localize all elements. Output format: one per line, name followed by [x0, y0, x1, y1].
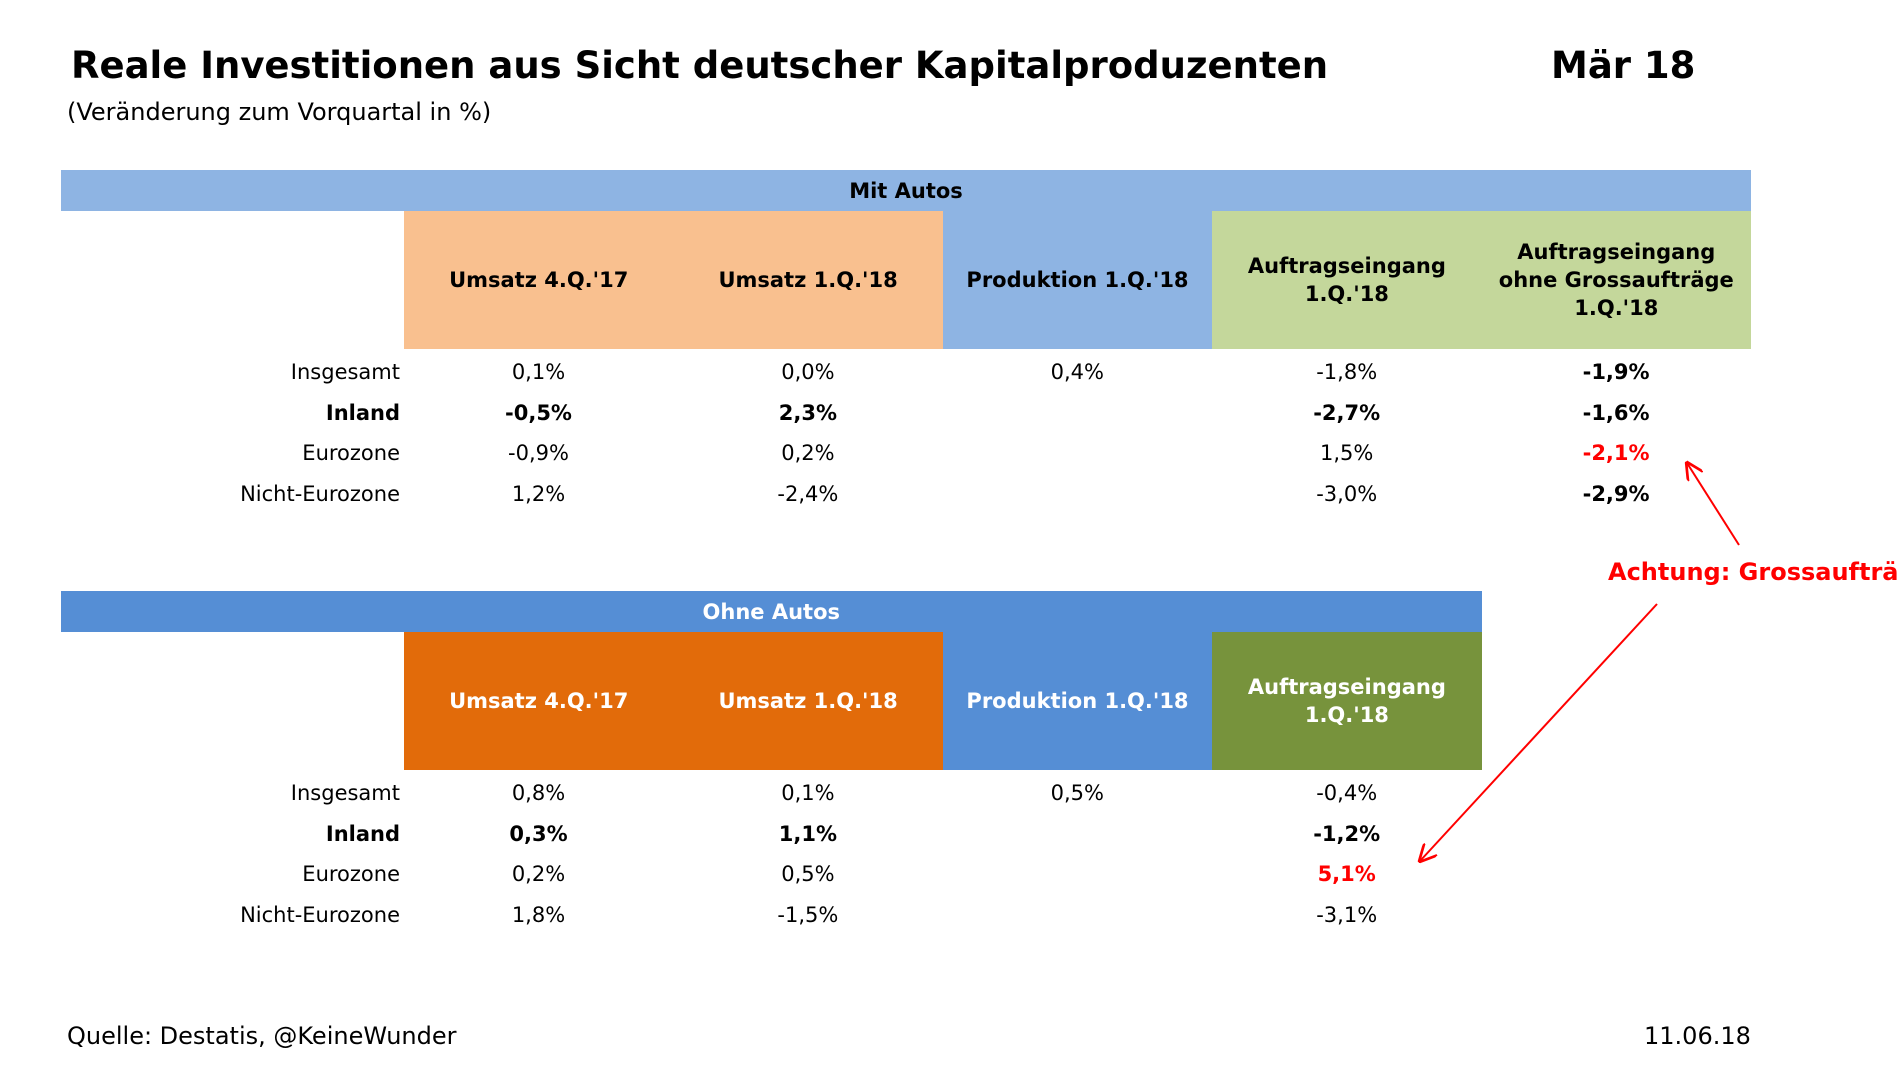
row-label: Insgesamt [290, 360, 400, 384]
cell: -2,9% [1582, 481, 1650, 506]
date: Mär 18 [1551, 44, 1696, 87]
table-title: Ohne Autos [61, 591, 1482, 632]
cell: 0,2% [511, 862, 566, 886]
column-header: Umsatz 1.Q.'18 [673, 211, 943, 349]
column-header: Produktion 1.Q.'18 [942, 211, 1213, 349]
cell: -0,4% [1316, 781, 1378, 805]
column-header: Auftragseingang ohne Grossaufträge 1.Q.'… [1481, 211, 1751, 349]
row-label: Nicht-Eurozone [240, 902, 400, 927]
cell: 0,5% [781, 862, 835, 886]
cell: -0,5% [505, 400, 572, 425]
column-header: Umsatz 4.Q.'17 [404, 632, 674, 770]
arrow [1420, 603, 1658, 861]
source: Quelle: Destatis, @KeineWunder [67, 1022, 457, 1050]
cell: -2,1% [1582, 441, 1650, 465]
cell: -0,9% [508, 441, 569, 465]
row-label: Inland [325, 821, 400, 846]
cell: -3,0% [1316, 481, 1378, 506]
cell: -1,6% [1582, 400, 1650, 425]
cell: -1,2% [1313, 821, 1381, 846]
cell: 0,3% [509, 821, 568, 846]
row-label: Eurozone [302, 441, 400, 465]
cell: 1,2% [511, 481, 566, 506]
cell: -1,5% [777, 902, 839, 927]
column-header: Umsatz 4.Q.'17 [404, 211, 674, 349]
footer-date: 11.06.18 [1644, 1022, 1751, 1050]
cell: 0,5% [1050, 781, 1104, 805]
title: Reale Investitionen aus Sicht deutscher … [71, 44, 1329, 87]
row-label: Inland [325, 400, 400, 425]
cell: 0,1% [511, 360, 566, 384]
cell: 0,8% [511, 781, 566, 805]
annotation: Achtung: Grossaufträge! [1608, 558, 1898, 586]
cell: -1,9% [1582, 360, 1650, 384]
row-label: Eurozone [302, 862, 400, 886]
subtitle: (Veränderung zum Vorquartal in %) [67, 98, 492, 126]
row-label: Nicht-Eurozone [240, 481, 400, 506]
cell: 0,4% [1050, 360, 1104, 384]
cell: 2,3% [778, 400, 838, 425]
cell: 1,5% [1320, 441, 1374, 465]
cell: 1,1% [778, 821, 838, 846]
table-title: Mit Autos [61, 170, 1751, 211]
cell: -2,4% [777, 481, 839, 506]
cell: -1,8% [1316, 360, 1378, 384]
cell: -2,7% [1313, 400, 1381, 425]
cell: 0,2% [781, 441, 835, 465]
cell: -3,1% [1316, 902, 1378, 927]
arrow [1687, 463, 1740, 546]
row-label: Insgesamt [290, 781, 400, 805]
cell: 5,1% [1317, 862, 1376, 886]
cell: 1,8% [511, 902, 566, 927]
column-header: Auftragseingang 1.Q.'18 [1212, 632, 1482, 770]
cell: 0,0% [781, 360, 835, 384]
column-header: Umsatz 1.Q.'18 [673, 632, 943, 770]
column-header: Produktion 1.Q.'18 [942, 632, 1213, 770]
column-header: Auftragseingang 1.Q.'18 [1212, 211, 1482, 349]
cell: 0,1% [781, 781, 835, 805]
